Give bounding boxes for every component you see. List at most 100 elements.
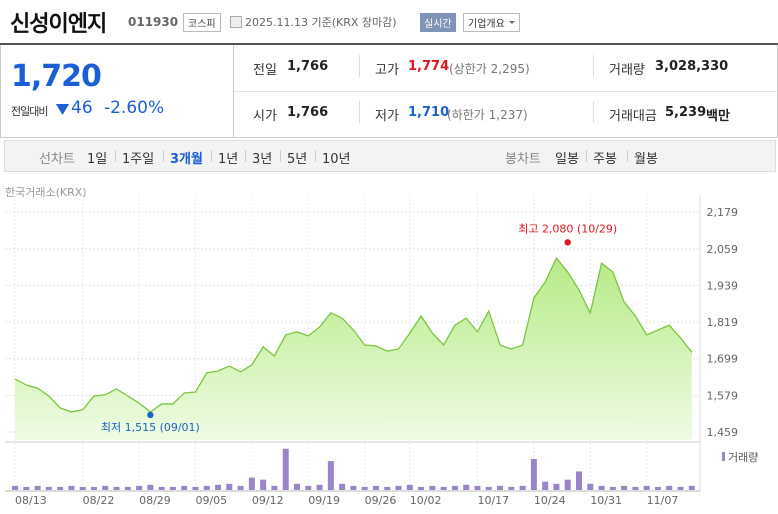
period-tab[interactable]: 3개월 xyxy=(170,152,203,167)
volume-bar xyxy=(621,485,628,490)
period-tab[interactable]: 1년 xyxy=(218,152,239,167)
volume-bar xyxy=(79,486,86,490)
volume-bar xyxy=(361,486,368,490)
tab-separator xyxy=(280,150,281,162)
period-tabs: 선차트 1일 1주일 3개월 1년 3년 5년 10년 봉차트 일봉 주봉 월봉 xyxy=(4,140,776,172)
tab-separator xyxy=(211,150,212,162)
x-tick-label: 10/24 xyxy=(534,494,566,507)
tab-separator xyxy=(163,150,164,162)
volume-bar xyxy=(260,479,267,490)
x-tick-label: 09/26 xyxy=(365,494,397,507)
quote-note: (상한가 2,295) xyxy=(449,62,530,76)
volume-bar xyxy=(136,485,143,490)
volume-bar xyxy=(395,485,402,490)
price-area xyxy=(15,257,692,440)
volume-bar xyxy=(226,483,233,490)
volume-bar xyxy=(666,485,673,490)
quote-value: 3,028,330 xyxy=(655,59,729,74)
candle-tab[interactable]: 주봉 xyxy=(593,152,617,167)
volume-bar xyxy=(451,485,458,490)
period-tab[interactable]: 5년 xyxy=(287,152,308,167)
volume-bar xyxy=(564,479,571,490)
separator xyxy=(359,101,360,123)
volume-bar xyxy=(587,483,594,490)
x-tick-label: 11/07 xyxy=(647,494,679,507)
volume-legend-swatch xyxy=(722,452,725,461)
volume-bar xyxy=(237,485,244,490)
down-arrow xyxy=(56,104,69,115)
volume-bar xyxy=(23,486,30,490)
annotation-label: 최고 2,080 (10/29) xyxy=(518,222,617,235)
volume-legend: 거래량 xyxy=(728,451,758,464)
stock-name: 신성이엔지 xyxy=(10,12,107,37)
tab-separator xyxy=(627,150,628,162)
volume-bar xyxy=(215,484,222,490)
header: 신성이엔지 011930 코스피 2025.11.13 기준(KRX 장마감) … xyxy=(0,0,778,45)
quote-box: 1,720 전일대비 46 -2.60% 전일 1,766 고가 1,774 (… xyxy=(0,45,778,138)
realtime-button[interactable]: 실시간 xyxy=(420,13,456,32)
annotation-dot xyxy=(147,411,154,419)
candle-tab[interactable]: 월봉 xyxy=(634,152,658,167)
volume-bar xyxy=(530,459,537,490)
x-tick-label: 08/13 xyxy=(15,494,47,507)
volume-bar xyxy=(248,477,255,490)
quote-label: 고가 xyxy=(375,63,399,78)
volume-bar xyxy=(688,485,695,490)
quote-unit: 백만 xyxy=(706,109,730,124)
volume-bar xyxy=(316,484,323,490)
volume-bar xyxy=(158,486,165,490)
separator xyxy=(593,101,594,123)
volume-bar xyxy=(474,485,481,490)
y-tick-label: 2,059 xyxy=(707,243,739,256)
quote-value: 5,239 xyxy=(665,105,707,120)
row-divider xyxy=(234,91,777,92)
calendar-icon xyxy=(230,16,242,28)
annotation-dot xyxy=(564,239,571,246)
volume-bar xyxy=(34,485,41,490)
market-badge: 코스피 xyxy=(183,13,221,32)
volume-bar xyxy=(305,485,312,490)
volume-bar xyxy=(440,486,447,490)
y-tick-label: 2,179 xyxy=(707,206,739,219)
volume-bar xyxy=(372,485,379,490)
period-tab[interactable]: 3년 xyxy=(252,152,273,167)
x-tick-label: 10/17 xyxy=(477,494,509,507)
tab-separator xyxy=(115,150,116,162)
price-line xyxy=(14,256,693,413)
quote-value: 1,766 xyxy=(287,105,329,120)
y-tick-label: 1,939 xyxy=(707,279,739,292)
volume-bar xyxy=(271,485,278,490)
tab-group-label: 봉차트 xyxy=(505,152,541,167)
period-tab[interactable]: 1일 xyxy=(87,152,108,167)
quote-label: 저가 xyxy=(375,109,399,124)
quote-label: 전일 xyxy=(253,63,277,78)
volume-bar xyxy=(485,486,492,490)
tab-separator xyxy=(586,150,587,162)
change-label: 전일대비 xyxy=(11,105,48,118)
volume-bar xyxy=(113,486,120,490)
period-tab[interactable]: 1주일 xyxy=(122,152,155,167)
x-tick-label: 09/12 xyxy=(252,494,284,507)
period-tab[interactable]: 10년 xyxy=(322,152,351,167)
candle-tab[interactable]: 일봉 xyxy=(555,152,579,167)
x-tick-label: 08/22 xyxy=(83,494,115,507)
volume-bar xyxy=(102,485,109,490)
volume-bar xyxy=(632,486,639,490)
volume-bar xyxy=(677,486,684,490)
x-tick-label: 10/02 xyxy=(410,494,442,507)
volume-bar xyxy=(181,485,188,490)
tab-separator xyxy=(245,150,246,162)
volume-bar xyxy=(508,486,515,490)
volume-bar xyxy=(406,484,413,490)
quote-label: 거래대금 xyxy=(609,109,657,124)
x-tick-label: 10/31 xyxy=(590,494,622,507)
volume-bar xyxy=(553,483,560,490)
quote-label: 시가 xyxy=(253,109,277,124)
price: 1,720 xyxy=(11,59,102,94)
volume-bar xyxy=(609,486,616,490)
y-tick-label: 1,579 xyxy=(707,389,739,402)
change-percent: -2.60% xyxy=(104,98,165,118)
volume-bar xyxy=(169,486,176,490)
company-info-dropdown[interactable]: 기업개요 xyxy=(463,13,520,32)
